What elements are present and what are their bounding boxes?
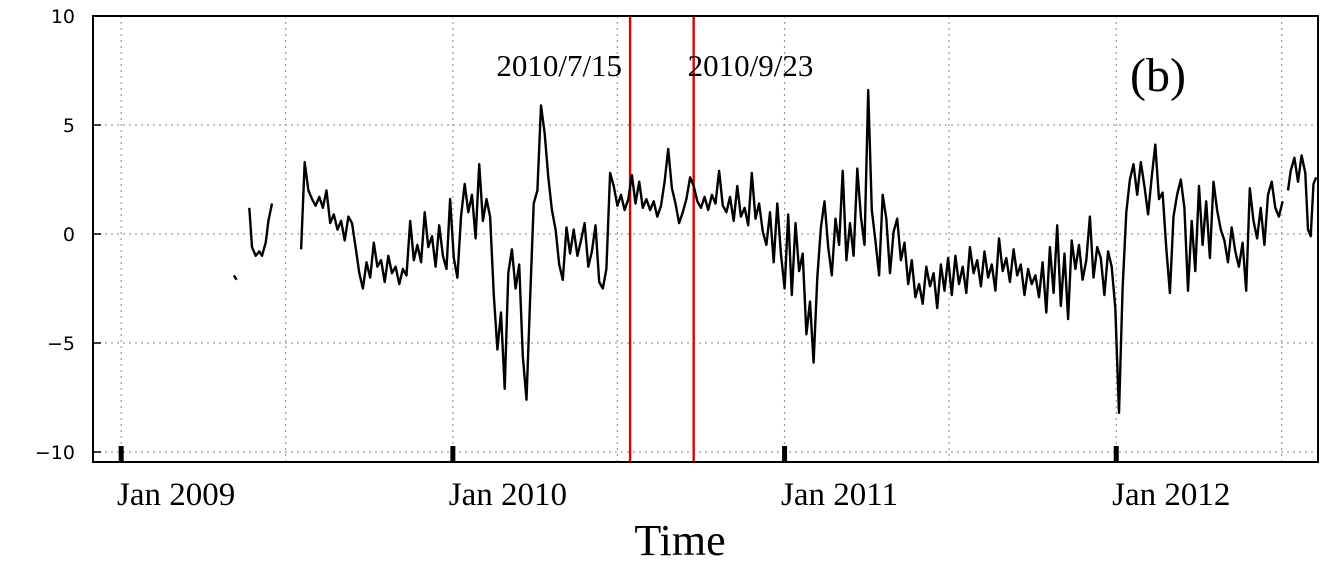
series-line bbox=[232, 274, 238, 281]
marker-label: 2010/9/23 bbox=[688, 48, 814, 83]
marker-label: 2010/7/15 bbox=[496, 48, 622, 83]
marker-labels: 2010/7/15 2010/9/23 bbox=[496, 48, 813, 83]
marker-lines bbox=[628, 16, 695, 462]
series-line bbox=[248, 203, 274, 257]
series-layer bbox=[232, 88, 1318, 414]
panel-label: (b) bbox=[1130, 49, 1186, 102]
x-ticks: Jan 2009 Jan 2010 Jan 2011 Jan 2012 bbox=[117, 446, 1230, 513]
plot-frame bbox=[92, 15, 1319, 463]
x-tick-label: Jan 2011 bbox=[781, 477, 898, 513]
y-tick-label: −10 bbox=[35, 442, 75, 464]
y-tick-label: −5 bbox=[47, 333, 75, 355]
y-tick-label: 10 bbox=[51, 6, 75, 28]
x-axis-title: Time bbox=[634, 516, 725, 562]
y-tick-label: 5 bbox=[63, 115, 75, 137]
series-line bbox=[299, 88, 1284, 414]
y-tick-label: 0 bbox=[63, 224, 75, 246]
x-tick-label: Jan 2010 bbox=[449, 477, 567, 513]
series-line bbox=[1286, 154, 1318, 238]
x-tick-label: Jan 2012 bbox=[1112, 477, 1230, 513]
x-tick-label: Jan 2009 bbox=[117, 477, 235, 513]
y-ticks: 10 5 0 −5 −10 bbox=[35, 6, 101, 464]
